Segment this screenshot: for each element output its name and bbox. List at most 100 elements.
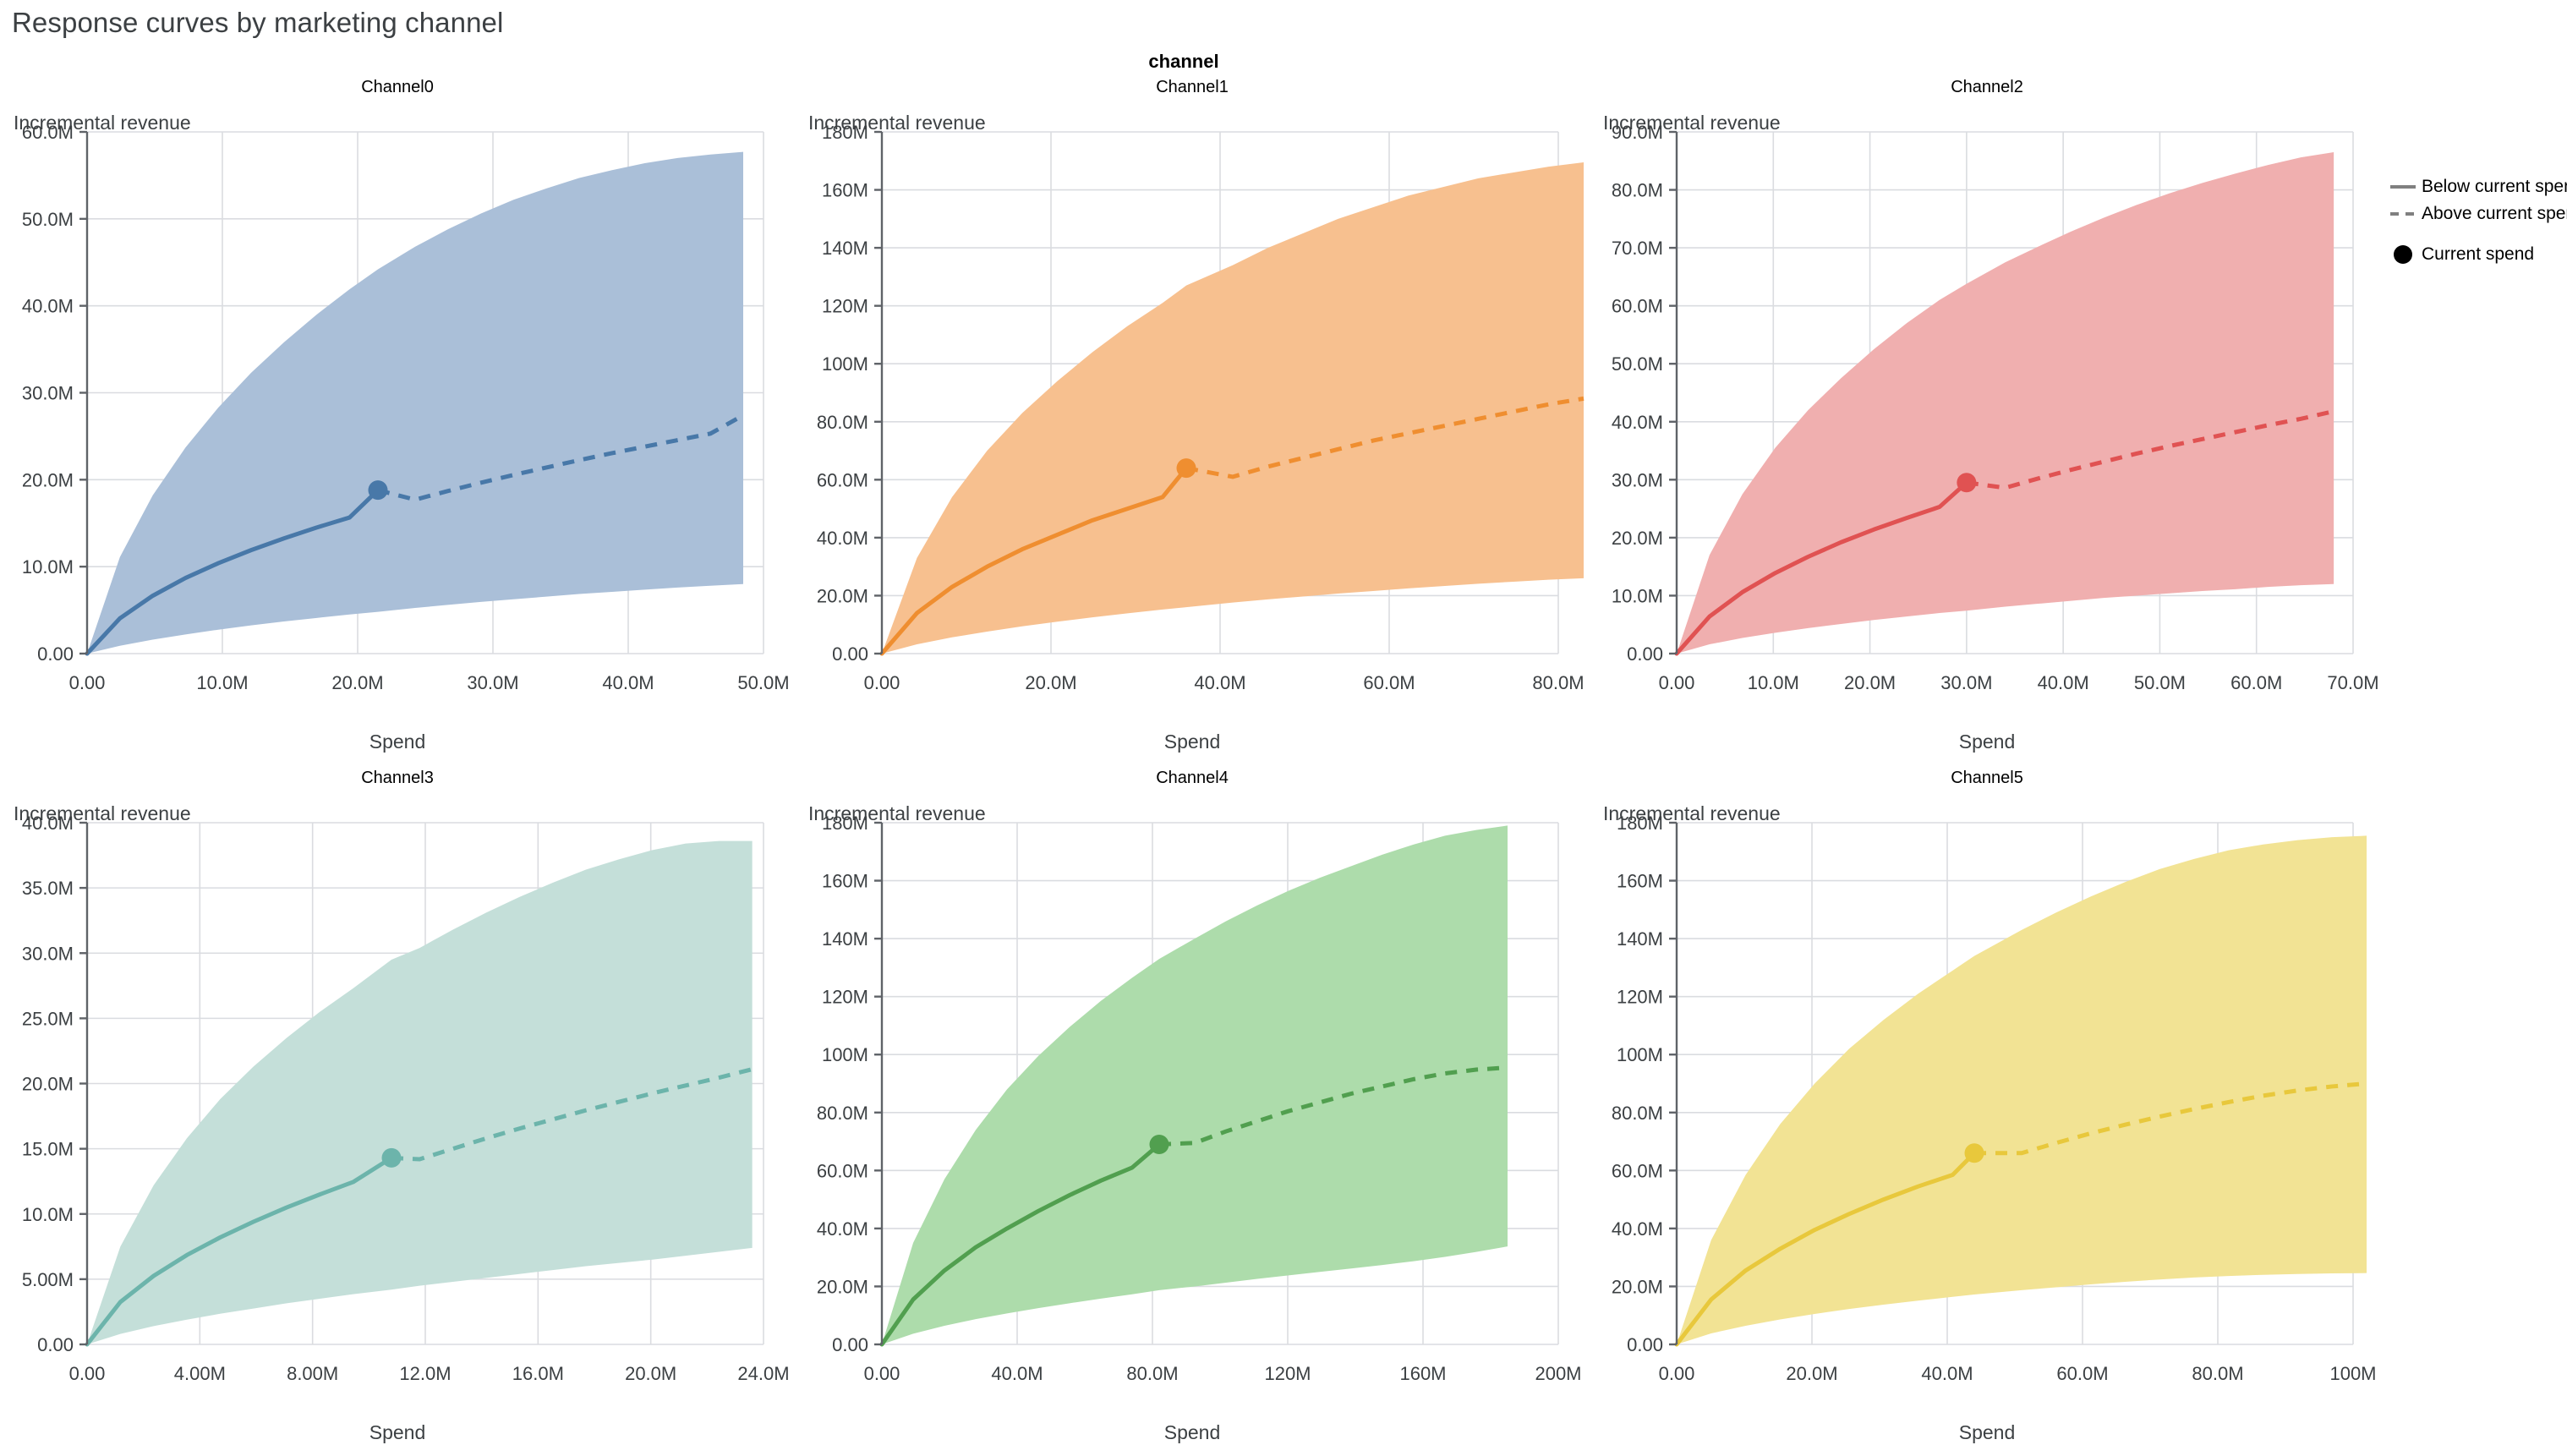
y-tick-label: 40.0M: [817, 528, 868, 549]
y-tick-label: 120M: [822, 296, 868, 317]
y-tick-label: 60.0M: [817, 1160, 868, 1181]
y-tick-label: 160M: [822, 871, 868, 892]
y-tick-label: 100M: [1617, 1044, 1663, 1065]
y-tick-label: 120M: [822, 987, 868, 1008]
response-curve-plot: 0.00 10.0M 20.0M 30.0M 40.0M 50.0M 60.0M 70.0M 8…: [1612, 122, 2379, 693]
y-tick-label: 30.0M: [1612, 469, 1663, 490]
facet-panel-channel2: Channel2 Incremental revenue Spend 0.00 10.0…: [1590, 74, 2384, 765]
y-tick-label: 30.0M: [22, 943, 74, 964]
chart-legend: Below current spend Above current spend Cu…: [2384, 173, 2567, 268]
y-axis-title: Incremental revenue: [808, 802, 986, 824]
panel-title: Channel1: [1156, 78, 1229, 96]
y-tick-label: 100M: [822, 353, 868, 375]
x-tick-label: 80.0M: [1532, 672, 1584, 693]
y-tick-label: 40.0M: [1612, 1218, 1663, 1240]
x-tick-label: 0.00: [864, 672, 900, 693]
y-tick-label: 40.0M: [1612, 412, 1663, 433]
above-current-spend-curve: [1185, 396, 1585, 479]
y-tick-label: 15.0M: [22, 1139, 74, 1160]
y-tick-label: 20.0M: [1612, 1276, 1663, 1297]
y-tick-label: 0.00: [37, 1334, 74, 1355]
y-tick-label: 20.0M: [22, 469, 74, 490]
y-tick-label: 80.0M: [1612, 1103, 1663, 1124]
panel-title: Channel5: [1951, 769, 2023, 787]
solid-line-icon: [2384, 176, 2422, 198]
above-current-spend-curve: [1966, 409, 2334, 490]
filled-circle-glyph: [2394, 245, 2412, 264]
y-tick-label: 140M: [822, 238, 868, 259]
y-tick-label: 160M: [1617, 871, 1663, 892]
x-tick-label: 24.0M: [737, 1363, 789, 1384]
x-tick-label: 0.00: [1659, 1363, 1695, 1384]
facet-panel-channel5: Channel5 Incremental revenue Spend 0.00 20.0…: [1590, 765, 2384, 1456]
y-tick-label: 30.0M: [22, 383, 74, 404]
y-tick-label: 10.0M: [22, 556, 74, 577]
x-tick-label: 20.0M: [1025, 672, 1076, 693]
x-axis-title: Spend: [1163, 731, 1221, 753]
y-tick-label: 0.00: [832, 643, 868, 665]
y-tick-label: 0.00: [1627, 643, 1663, 665]
below-current-spend-curve: [879, 466, 1189, 656]
current-spend-marker: [1957, 473, 1977, 493]
y-tick-label: 20.0M: [22, 1074, 74, 1095]
legend-item-filled-circle[interactable]: Current spend: [2384, 241, 2567, 268]
response-curve-plot: 0.00 10.0M 20.0M 30.0M 40.0M 50.0M 60.0M 0.00 10…: [22, 122, 790, 693]
y-tick-label: 40.0M: [22, 813, 74, 834]
below-current-spend-curve: [1674, 480, 1969, 656]
current-spend-marker: [1964, 1143, 1984, 1163]
x-tick-label: 60.0M: [2056, 1363, 2108, 1384]
x-tick-label: 200M: [1535, 1363, 1581, 1384]
y-axis-title: Incremental revenue: [14, 802, 191, 824]
legend-item-label: Below current spend: [2422, 177, 2567, 196]
x-tick-label: 80.0M: [1126, 1363, 1178, 1384]
legend-item-label: Above current spend: [2422, 204, 2567, 223]
y-tick-label: 20.0M: [817, 1276, 868, 1297]
dashed-line-icon: [2384, 203, 2422, 225]
y-tick-label: 35.0M: [22, 878, 74, 899]
y-tick-label: 0.00: [37, 643, 74, 665]
y-axis-title: Incremental revenue: [808, 112, 986, 134]
filled-circle-icon: [2384, 244, 2422, 265]
x-tick-label: 10.0M: [1748, 672, 1799, 693]
y-tick-label: 140M: [822, 928, 868, 950]
y-tick-label: 160M: [822, 180, 868, 201]
panel-title: Channel4: [1156, 769, 1229, 787]
x-tick-label: 30.0M: [467, 672, 518, 693]
x-tick-label: 40.0M: [1194, 672, 1245, 693]
x-tick-label: 20.0M: [1844, 672, 1896, 693]
panel-title: Channel0: [361, 78, 434, 96]
facet-panel-channel0: Channel0 Incremental revenue Spend 0.00 10.0…: [0, 74, 795, 765]
y-tick-label: 25.0M: [22, 1008, 74, 1029]
y-axis-title: Incremental revenue: [1603, 802, 1781, 824]
y-tick-label: 80.0M: [1612, 180, 1663, 201]
y-tick-label: 60.0M: [22, 122, 74, 143]
x-axis-title: Spend: [369, 1421, 426, 1443]
legend-item-label: Current spend: [2422, 244, 2535, 264]
x-axis-title: Spend: [1163, 1421, 1221, 1443]
y-tick-label: 120M: [1617, 987, 1663, 1008]
above-current-spend-curve: [1158, 1065, 1508, 1147]
confidence-band: [882, 825, 1508, 1344]
confidence-band: [87, 151, 743, 654]
y-axis-title: Incremental revenue: [1603, 112, 1781, 134]
response-curve-plot: 0.00 20.0M 40.0M 60.0M 80.0M 100M 120M 140M 160M…: [817, 813, 1582, 1384]
y-tick-label: 180M: [822, 813, 868, 834]
x-axis-title: Spend: [1958, 731, 2016, 753]
y-tick-label: 60.0M: [1612, 1160, 1663, 1181]
facet-grid: Channel0 Incremental revenue Spend 0.00 10.0…: [0, 74, 2384, 1456]
facet-header-label: channel: [1148, 51, 1219, 72]
current-spend-marker: [368, 480, 388, 501]
x-tick-label: 160M: [1399, 1363, 1446, 1384]
x-tick-label: 0.00: [69, 1363, 106, 1384]
y-tick-label: 80.0M: [817, 412, 868, 433]
y-tick-label: 20.0M: [1612, 528, 1663, 549]
facet-panel-channel1: Channel1 Incremental revenue Spend 0.00 20.0…: [795, 74, 1590, 765]
legend-item-dashed-line[interactable]: Above current spend: [2384, 200, 2567, 227]
y-tick-label: 10.0M: [22, 1204, 74, 1225]
y-tick-label: 60.0M: [1612, 296, 1663, 317]
x-axis-title: Spend: [1958, 1421, 2016, 1443]
y-tick-label: 0.00: [1627, 1334, 1663, 1355]
confidence-band: [882, 161, 1584, 654]
x-tick-label: 0.00: [864, 1363, 900, 1384]
legend-item-solid-line[interactable]: Below current spend: [2384, 173, 2567, 200]
